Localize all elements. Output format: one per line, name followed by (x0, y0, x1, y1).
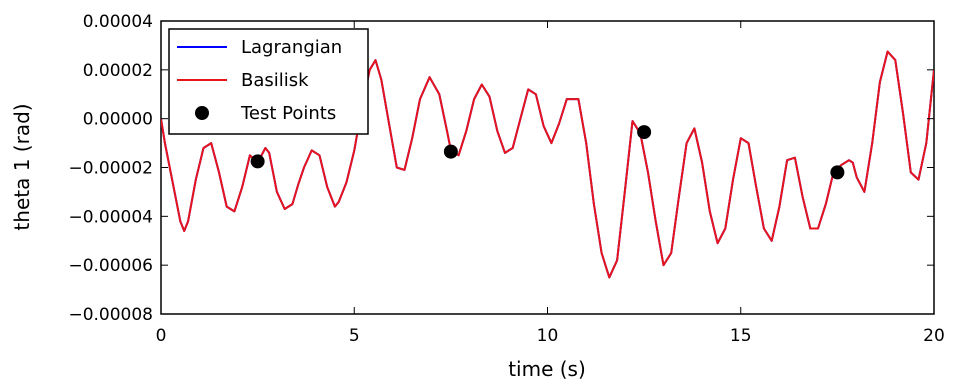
y-tick-label: −0.00006 (68, 256, 153, 276)
x-axis-label: time (s) (508, 357, 586, 381)
test-point (637, 125, 652, 140)
ticks-layer: 0 5 10 15 20 0.00004 0.00002 0.00000 −0.00002 −0.… (68, 12, 944, 346)
y-axis-label: theta 1 (rad) (10, 103, 34, 230)
series-layer (161, 50, 934, 279)
x-tick-label: 10 (537, 326, 559, 346)
y-tick-label: −0.00002 (68, 159, 153, 179)
series-line-basilisk (161, 50, 934, 279)
y-tick-label: −0.00008 (68, 305, 153, 325)
legend-label-test-points: Test Points (240, 103, 336, 124)
test-point (443, 144, 458, 159)
x-tick-label: 15 (730, 326, 752, 346)
x-tick-label: 5 (349, 326, 360, 346)
test-point (250, 154, 265, 169)
y-tick-label: −0.00004 (68, 207, 153, 227)
y-tick-label: 0.00004 (83, 12, 153, 32)
legend-label-basilisk: Basilisk (241, 70, 309, 91)
legend-label-lagrangian: Lagrangian (241, 37, 342, 58)
legend: Lagrangian Basilisk Test Points (168, 28, 369, 135)
x-tick-label: 0 (156, 326, 167, 346)
legend-swatch-test-points (195, 106, 209, 120)
y-tick-label: 0.00000 (83, 110, 153, 130)
y-tick-label: 0.00002 (83, 61, 153, 81)
test-point (830, 165, 845, 180)
x-tick-label: 20 (923, 326, 945, 346)
